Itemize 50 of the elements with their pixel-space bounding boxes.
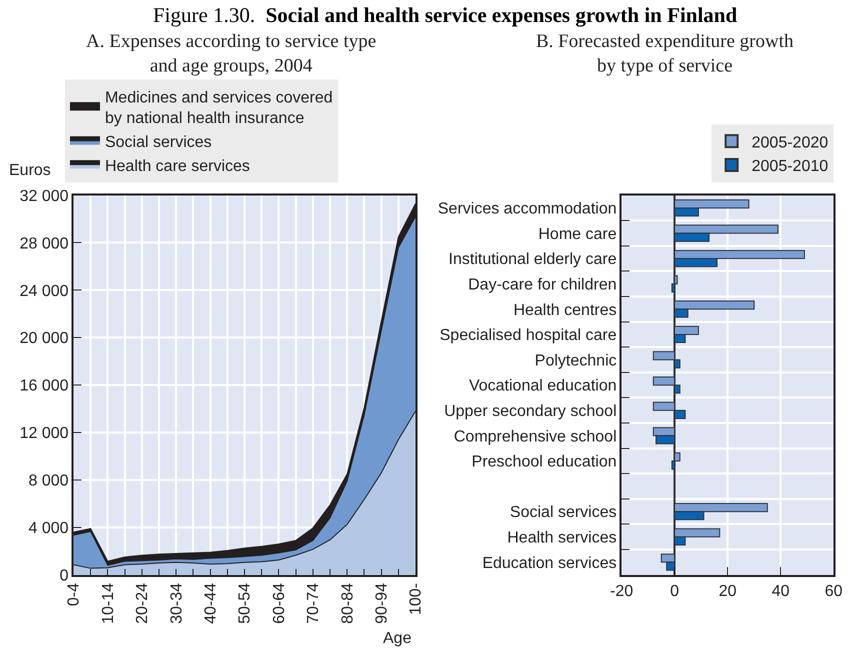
text: Social and health service expenses growth in Finland [266,3,738,27]
legend-label: 2005-2010 [752,158,828,176]
x-tick-label: 0 [670,582,680,600]
x-tick-label: 40-44 [202,582,220,624]
y-tick-label: Social services [510,504,617,522]
y-tick-label: Preschool education [472,454,617,471]
x-axis-title: Age [383,630,412,647]
x-tick-label: 60-64 [270,582,288,624]
y-tick-label: 4 000 [28,520,69,537]
x-tick-label: -20 [610,582,634,600]
y-tick-label: 28 000 [20,235,69,252]
chart-title: A. Expenses according to service type and age groups, 2004 [86,31,376,77]
y-tick-label: 32 000 [20,188,69,205]
x-tick-label: 20 [718,582,737,600]
y-tick-label: Services accommodation [438,200,617,218]
x-tick-label: 80-84 [339,582,356,624]
y-tick-label: Polytechnic [534,352,617,370]
legend-label: Health care services [104,158,250,175]
y-tick-label: 12 000 [20,425,69,442]
y-tick-label: Vocational education [468,378,617,395]
x-tick-label: 100- [408,582,425,616]
y-tick-label: Home care [538,226,617,243]
chart-title: B. Forecasted expenditure growth by type of service [536,31,794,77]
x-tick-label: 60 [824,582,843,600]
y-tick-label: Health services [507,529,617,546]
y-tick-label: 8 000 [28,472,69,490]
y-tick-label: Comprehensive school [454,428,617,446]
y-tick-label: Health centres [513,302,617,319]
x-tick-label: 0-4 [66,582,83,606]
y-tick-label: Specialised hospital care [440,327,617,344]
y-tick-label: Education services [482,554,617,572]
legend-label: 2005-2020 [752,134,828,152]
legend-label: Social services [104,134,212,152]
x-tick-label: 70-74 [305,582,322,624]
legend-label: Medicines and services covered by national health insurance [104,89,333,128]
x-tick-label: 50-54 [236,582,254,624]
y-tick-label: 24 000 [20,282,69,300]
y-tick-label: Upper secondary school [444,402,617,420]
y-tick-label: 20 000 [20,330,69,348]
y-tick-label: 0 [60,567,69,584]
y-tick-label: 16 000 [20,378,69,395]
x-tick-label: 40 [772,582,790,600]
x-tick-label: 90-94 [374,582,391,624]
x-tick-label: 30-34 [168,582,186,624]
x-tick-label: 20-24 [134,582,152,624]
y-axis-title: Euros [9,162,51,179]
y-tick-label: Institutional elderly care [448,251,617,268]
y-tick-label: Day-care for children [468,276,617,294]
x-tick-label: 10-14 [100,582,117,624]
caption: Figure 1.30. [153,3,256,27]
